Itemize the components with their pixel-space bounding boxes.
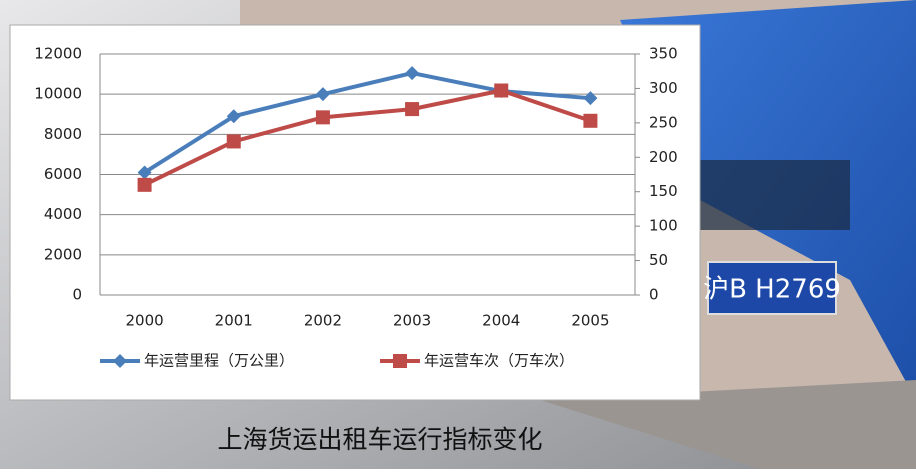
caption: 上海货运出租车运行指标变化	[217, 425, 542, 454]
y-tick-label: 0	[72, 286, 82, 304]
marker	[583, 114, 597, 128]
x-tick-label: 2002	[304, 312, 342, 330]
slide: 沪B H2769 上海货运出租车运行指标变化 02000400060008000…	[0, 0, 916, 469]
y-tick-label: 10000	[34, 85, 82, 103]
legend-marker	[393, 354, 407, 368]
y2-tick-label: 0	[649, 286, 659, 304]
marker	[138, 178, 152, 192]
y-tick-label: 8000	[44, 125, 82, 143]
marker	[227, 134, 241, 148]
y-tick-label: 2000	[44, 245, 82, 263]
y2-tick-label: 350	[649, 45, 678, 63]
x-tick-label: 2004	[482, 312, 520, 330]
legend-label: 年运营车次（万车次）	[424, 352, 574, 370]
y-tick-label: 6000	[44, 165, 82, 183]
y2-tick-label: 100	[649, 217, 678, 235]
y-tick-label: 12000	[34, 45, 82, 63]
legend-label: 年运营里程（万公里）	[144, 352, 294, 370]
marker	[405, 102, 419, 116]
plate-text: 沪B H2769	[703, 275, 841, 305]
y2-tick-label: 200	[649, 148, 678, 166]
x-tick-label: 2001	[215, 312, 253, 330]
x-tick-label: 2000	[125, 312, 163, 330]
grille	[700, 160, 850, 230]
y-tick-label: 4000	[44, 205, 82, 223]
x-tick-label: 2005	[571, 312, 609, 330]
marker	[316, 110, 330, 124]
y2-tick-label: 300	[649, 79, 678, 97]
y2-tick-label: 250	[649, 113, 678, 131]
chart-panel	[10, 25, 700, 400]
x-tick-label: 2003	[393, 312, 431, 330]
y2-tick-label: 50	[649, 251, 668, 269]
y2-tick-label: 150	[649, 182, 678, 200]
marker	[494, 83, 508, 97]
